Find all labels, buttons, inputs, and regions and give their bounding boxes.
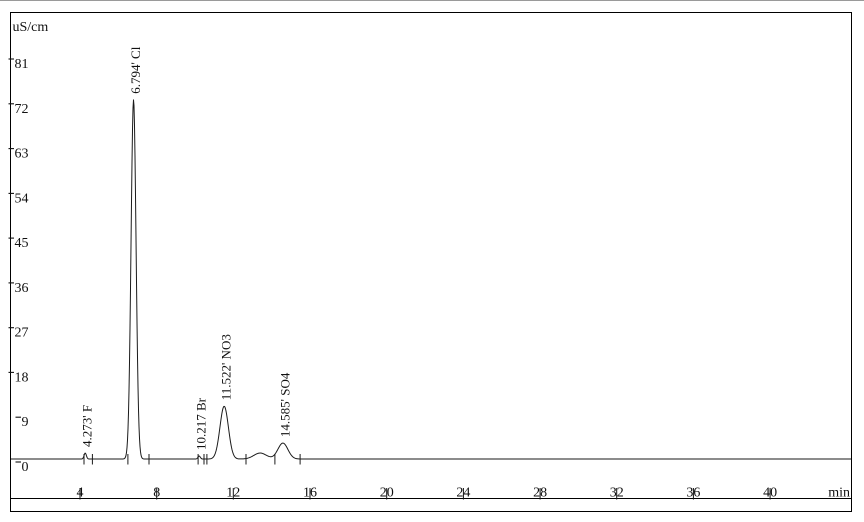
y-axis-label: 18	[15, 370, 29, 385]
peak-label-f: 4.273' F	[80, 405, 95, 447]
x-axis-unit-label: min	[828, 486, 850, 501]
y-axis-label: 36	[15, 281, 29, 296]
peak-label-no3: 11.522' NO3	[219, 334, 234, 400]
y-axis-label: 63	[15, 147, 29, 162]
peak-label-cl: 6.794' Cl	[128, 46, 143, 94]
y-axis-label: 72	[15, 102, 29, 117]
peak-label-br: 10.217 Br	[194, 397, 209, 450]
peak-label-so4: 14.585' SO4	[277, 372, 292, 437]
y-axis-label: 9	[22, 415, 29, 430]
chromatogram-trace	[11, 99, 851, 460]
y-axis-label: 81	[15, 57, 29, 72]
y-axis-label: 27	[15, 326, 29, 341]
y-axis-label: 54	[15, 191, 29, 206]
y-axis-label: 0	[22, 460, 29, 475]
y-axis-label: 45	[15, 236, 29, 251]
plot-frame	[10, 12, 852, 512]
y-axis-unit-label: uS/cm	[13, 20, 49, 35]
